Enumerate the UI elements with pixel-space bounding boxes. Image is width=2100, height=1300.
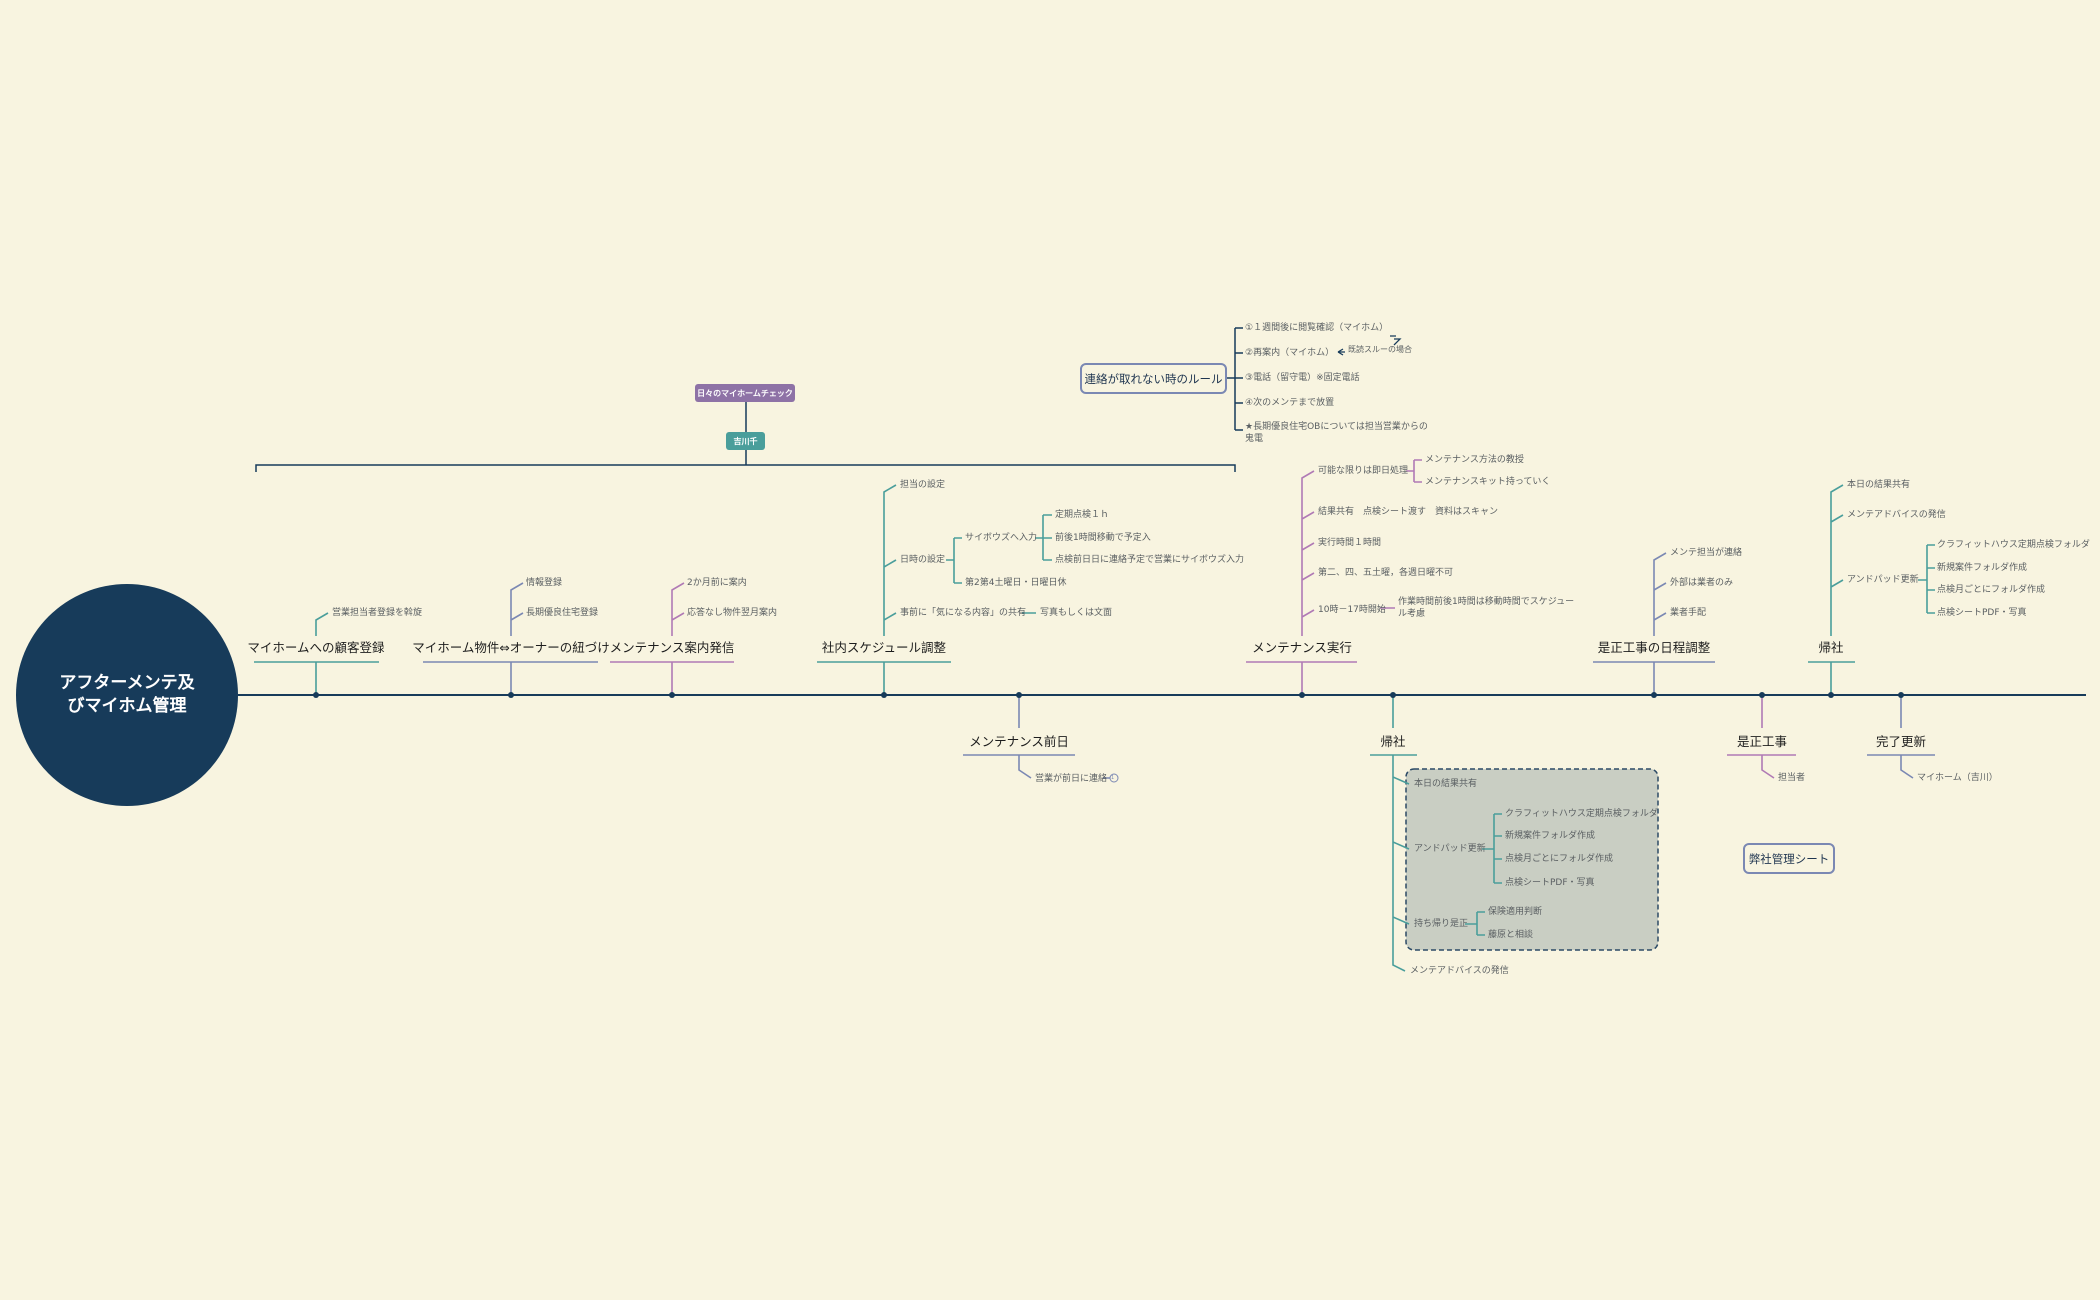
subtopic[interactable]: 10時－17時開始 xyxy=(1318,605,1386,615)
subtopic[interactable]: 営業担当者登録を斡旋 xyxy=(332,608,423,618)
subtopic[interactable]: メンテアドバイスの発信 xyxy=(1410,966,1509,976)
subtopic[interactable]: サイボウズへ入力 xyxy=(965,533,1038,543)
topic-0-connector xyxy=(254,612,379,695)
topic-10-connector xyxy=(1867,695,1935,779)
subtopic[interactable]: 藤原と相談 xyxy=(1488,930,1534,940)
arrow-icon xyxy=(1337,335,1402,356)
topic-5-connector xyxy=(1246,459,1422,695)
topic-maintenance-eve[interactable]: メンテナンス前日 xyxy=(969,734,1069,749)
subtopic[interactable]: クラフィットハウス定期点検フォルダ xyxy=(1505,809,1658,819)
subtopic[interactable]: クラフィットハウス定期点検フォルダ xyxy=(1937,540,2090,550)
subtopic[interactable]: 前後1時間移動で予定入 xyxy=(1055,533,1151,543)
subtopic[interactable]: 長期優良住宅登録 xyxy=(526,608,599,618)
subtopic[interactable]: 日時の設定 xyxy=(900,555,946,565)
subtopic[interactable]: 新規案件フォルダ作成 xyxy=(1505,831,1596,841)
subtopic[interactable]: 2か月前に案内 xyxy=(687,578,747,588)
subtopic[interactable]: 保険適用判断 xyxy=(1488,907,1543,917)
topic-customer-registration[interactable]: マイホームへの顧客登録 xyxy=(247,640,385,655)
subtopic[interactable]: アンドパッド更新 xyxy=(1414,844,1486,854)
topic-repair-scheduling[interactable]: 是正工事の日程調整 xyxy=(1597,640,1711,655)
topic-property-owner-link[interactable]: マイホーム物件⇔オーナーの紐づけ xyxy=(412,640,610,655)
central-topic-line1: アフターメンテ及 xyxy=(59,673,195,693)
topic-repair-work[interactable]: 是正工事 xyxy=(1736,734,1788,749)
rule-bracket xyxy=(1227,327,1243,431)
topic-maintenance-notice[interactable]: メンテナンス案内発信 xyxy=(609,640,735,655)
contact-rule-node[interactable]: 連絡が取れない時のルール xyxy=(1080,363,1227,394)
subtopic[interactable]: 事前に「気になる内容」の共有 xyxy=(900,608,1027,618)
subtopic[interactable]: 外部は業者のみ xyxy=(1670,578,1734,588)
marker-icon xyxy=(1109,773,1119,783)
topic-7-connector xyxy=(1593,552,1715,695)
owner-node[interactable]: 吉川千 xyxy=(726,432,765,450)
rule-item[interactable]: ②再案内（マイホム） xyxy=(1245,348,1335,358)
rule-item[interactable]: ①１週間後に閲覧確認（マイホム） xyxy=(1245,323,1389,333)
subtopic[interactable]: アンドパッド更新 xyxy=(1847,575,1919,585)
company-sheet-node[interactable]: 弊社管理シート xyxy=(1743,843,1835,874)
topic-8-connector xyxy=(1727,695,1796,779)
timeline-dots xyxy=(313,692,1904,698)
subtopic[interactable]: 業者手配 xyxy=(1670,608,1707,618)
topic-6-connector xyxy=(1370,695,1502,972)
marker-label: 1 xyxy=(1111,775,1115,781)
subtopic[interactable]: 実行時間１時間 xyxy=(1318,538,1382,548)
subtopic[interactable]: 情報登録 xyxy=(526,578,563,588)
subtopic[interactable]: 作業時間前後1時間は移動時間でスケジュール考慮 xyxy=(1398,597,1575,619)
subtopic[interactable]: 持ち帰り是正 xyxy=(1414,919,1469,929)
subtopic[interactable]: 担当者 xyxy=(1778,773,1806,783)
subtopic[interactable]: マイホーム（吉川） xyxy=(1917,773,1998,783)
subtopic[interactable]: メンテナンスキット持っていく xyxy=(1425,477,1551,487)
topic-return-office-upper[interactable]: 帰社 xyxy=(1818,640,1844,655)
topic-2-connector xyxy=(610,582,734,695)
group-box xyxy=(1405,768,1659,951)
daily-check-node[interactable]: 日々のマイホームチェック xyxy=(695,384,795,402)
subtopic[interactable]: 第二、四、五土曜，各週日曜不可 xyxy=(1318,568,1454,578)
topic-3-connector xyxy=(817,484,1052,695)
central-topic-line2: びマイホム管理 xyxy=(67,696,187,716)
subtopic[interactable]: 写真もしくは文面 xyxy=(1040,608,1113,618)
topic-maintenance-execution[interactable]: メンテナンス実行 xyxy=(1252,640,1352,655)
subtopic[interactable]: メンテアドバイスの発信 xyxy=(1847,510,1946,520)
subtopic[interactable]: メンテナンス方法の教授 xyxy=(1425,455,1524,465)
subtopic[interactable]: 可能な限りは即日処理 xyxy=(1318,466,1409,476)
subtopic[interactable]: 担当の設定 xyxy=(900,480,946,490)
central-topic[interactable]: アフターメンテ及 びマイホム管理 xyxy=(16,584,238,806)
rule-item[interactable]: ★長期優良住宅OBについては担当営業からの鬼電 xyxy=(1245,422,1428,444)
subtopic[interactable]: 点検月ごとにフォルダ作成 xyxy=(1505,854,1614,864)
top-bracket xyxy=(255,402,1236,472)
topic-internal-schedule[interactable]: 社内スケジュール調整 xyxy=(821,640,947,655)
topic-9-connector xyxy=(1808,484,1935,695)
subtopic[interactable]: 点検シートPDF・写真 xyxy=(1505,878,1595,888)
rule-item[interactable]: ④次のメンテまで放置 xyxy=(1245,398,1335,408)
topic-1-connector xyxy=(423,582,598,695)
topic-4-connector xyxy=(963,695,1110,779)
subtopic[interactable]: 結果共有 点検シート渡す 資料はスキャン xyxy=(1318,507,1499,517)
topic-return-office-lower[interactable]: 帰社 xyxy=(1380,734,1406,749)
subtopic[interactable]: 点検前日日に連絡予定で営業にサイボウズ入力 xyxy=(1055,555,1245,565)
subtopic[interactable]: 第2第4土曜日・日曜日休 xyxy=(965,578,1067,588)
subtopic[interactable]: 本日の結果共有 xyxy=(1414,779,1478,789)
subtopic[interactable]: メンテ担当が連絡 xyxy=(1670,548,1743,558)
subtopic[interactable]: 定期点検１ｈ xyxy=(1055,510,1110,520)
rule-annotation: 既読スルーの場合 xyxy=(1348,345,1412,354)
subtopic[interactable]: 点検シートPDF・写真 xyxy=(1937,608,2027,618)
subtopic[interactable]: 応答なし物件翌月案内 xyxy=(687,608,778,618)
subtopic[interactable]: 本日の結果共有 xyxy=(1847,480,1911,490)
subtopic[interactable]: 点検月ごとにフォルダ作成 xyxy=(1937,585,2046,595)
subtopic[interactable]: 営業が前日に連絡 xyxy=(1035,774,1108,784)
subtopic[interactable]: 新規案件フォルダ作成 xyxy=(1937,563,2028,573)
rule-item[interactable]: ③電話（留守電）※固定電話 xyxy=(1245,373,1360,383)
topic-completion-update[interactable]: 完了更新 xyxy=(1875,734,1927,749)
